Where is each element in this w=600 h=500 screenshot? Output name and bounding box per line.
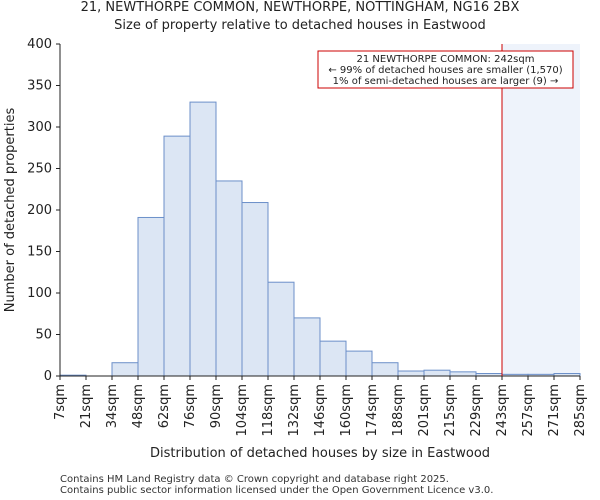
bar-48sqm [137, 216, 165, 377]
x-tick-label-48sqm: 48sqm [131, 384, 146, 428]
bar-34sqm [111, 362, 139, 377]
y-tick-label-400: 400 [27, 37, 52, 52]
x-tick-label-118sqm: 118sqm [261, 384, 276, 437]
bar-62sqm [163, 135, 191, 377]
bar-201sqm [423, 369, 451, 377]
x-tick-label-146sqm: 146sqm [313, 384, 328, 437]
x-tick-label-271sqm: 271sqm [547, 384, 562, 437]
bar-215sqm [449, 371, 477, 377]
y-tick-label-350: 350 [27, 79, 52, 94]
bar-188sqm [397, 370, 425, 377]
x-tick-label-188sqm: 188sqm [391, 384, 406, 437]
x-tick-label-21sqm: 21sqm [79, 384, 94, 428]
bar-174sqm [371, 362, 399, 377]
footer-copyright: Contains HM Land Registry data © Crown c… [60, 474, 449, 485]
x-tick-label-229sqm: 229sqm [469, 384, 484, 437]
annotation-line-3: 1% of semi-detached houses are larger (9… [333, 76, 559, 87]
highlight-region [502, 44, 580, 376]
bar-146sqm [319, 340, 347, 377]
bar-104sqm [241, 202, 269, 377]
x-tick-label-201sqm: 201sqm [417, 384, 432, 437]
x-tick-label-34sqm: 34sqm [105, 384, 120, 428]
x-tick-label-215sqm: 215sqm [443, 384, 458, 437]
x-tick-label-174sqm: 174sqm [365, 384, 380, 437]
x-tick-label-160sqm: 160sqm [339, 384, 354, 437]
x-tick-label-243sqm: 243sqm [495, 384, 510, 437]
annotation-line-2: ← 99% of detached houses are smaller (1,… [328, 65, 562, 76]
y-tick-label-250: 250 [27, 162, 52, 177]
x-tick-label-285sqm: 285sqm [573, 384, 588, 437]
x-tick-label-7sqm: 7sqm [53, 384, 68, 420]
chart-title: 21, NEWTHORPE COMMON, NEWTHORPE, NOTTING… [80, 0, 520, 15]
bar-160sqm [345, 350, 373, 377]
x-axis-label: Distribution of detached houses by size … [150, 446, 490, 461]
footer-licence: Contains public sector information licen… [60, 485, 494, 496]
x-tick-label-257sqm: 257sqm [521, 384, 536, 437]
x-tick-label-132sqm: 132sqm [287, 384, 302, 437]
chart-subtitle: Size of property relative to detached ho… [114, 18, 486, 33]
bar-76sqm [189, 101, 217, 377]
x-tick-label-62sqm: 62sqm [157, 384, 172, 428]
annotation-line-1: 21 NEWTHORPE COMMON: 242sqm [357, 54, 535, 65]
bar-132sqm [293, 317, 321, 377]
y-tick-label-150: 150 [27, 245, 52, 260]
y-axis-label: Number of detached properties [3, 108, 18, 313]
y-tick-label-50: 50 [35, 328, 52, 343]
x-tick-label-104sqm: 104sqm [235, 384, 250, 437]
y-tick-label-300: 300 [27, 120, 52, 135]
x-tick-label-90sqm: 90sqm [209, 384, 224, 428]
y-tick-label-200: 200 [27, 203, 52, 218]
y-tick-label-100: 100 [27, 286, 52, 301]
annotation-box [317, 50, 574, 89]
bar-118sqm [267, 281, 295, 377]
x-tick-label-76sqm: 76sqm [183, 384, 198, 428]
y-tick-label-0: 0 [44, 369, 52, 384]
bar-90sqm [215, 180, 243, 377]
